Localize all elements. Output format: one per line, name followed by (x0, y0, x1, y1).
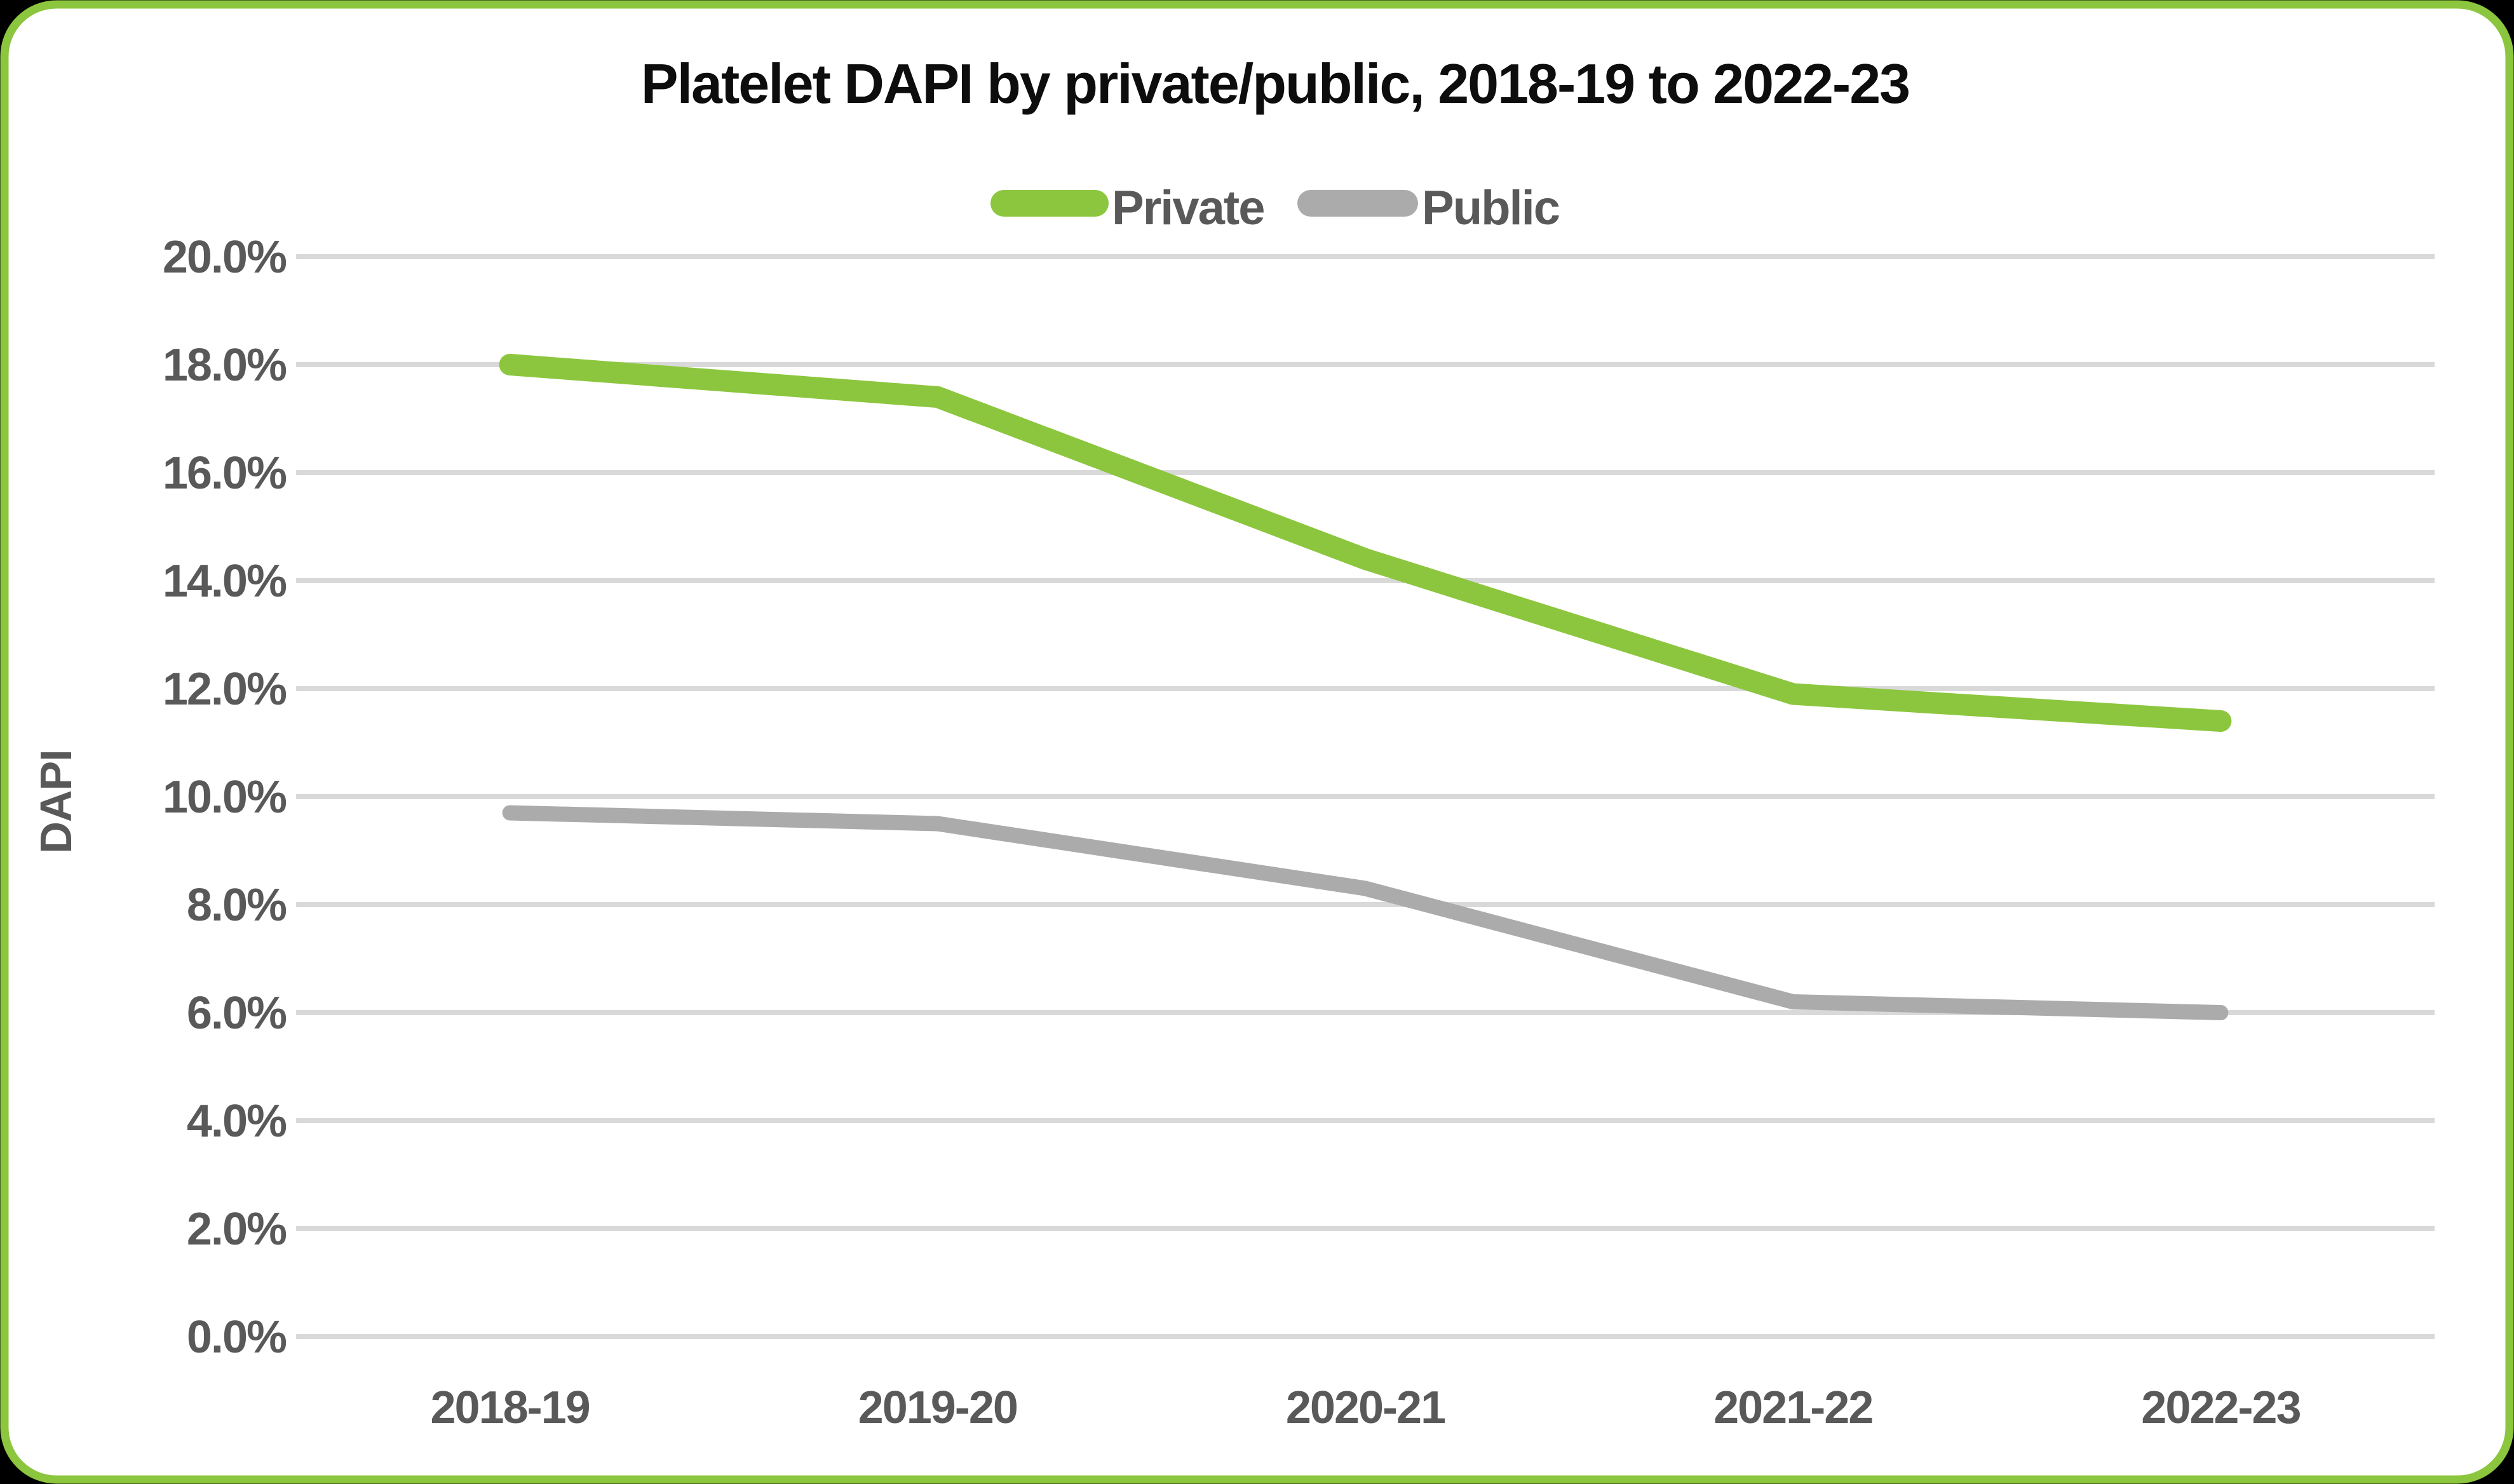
gridlines (296, 254, 2435, 1339)
y-axis-tick-label: 10.0% (163, 772, 287, 823)
legend-label-private: Private (1112, 181, 1264, 235)
x-axis-tick-label: 2020-21 (1286, 1382, 1445, 1433)
legend: Private Public (990, 181, 1561, 235)
x-axis-tick-label: 2019-20 (858, 1382, 1017, 1433)
y-axis-tick-label: 0.0% (187, 1312, 287, 1363)
y-axis-tick-label: 18.0% (163, 340, 287, 391)
y-axis-tick-labels: 20.0% 18.0% 16.0% 14.0% 12.0% 10.0% 8.0% 6.0% 4.… (163, 232, 288, 1363)
legend-label-public: Public (1422, 181, 1560, 235)
series-lines (499, 354, 2232, 1020)
y-axis-tick-label: 6.0% (187, 988, 287, 1039)
y-axis-title: DAPI (31, 750, 81, 853)
y-axis-tick-label: 16.0% (163, 448, 287, 499)
x-axis-tick-label: 2022-23 (2141, 1382, 2300, 1433)
x-axis-tick-label: 2018-19 (430, 1382, 589, 1433)
y-axis-tick-label: 14.0% (163, 556, 287, 607)
chart-title: Platelet DAPI by private/public, 2018-19… (641, 52, 1909, 115)
y-axis-tick-label: 8.0% (187, 880, 287, 931)
y-axis-tick-label: 20.0% (163, 232, 287, 283)
y-axis-tick-label: 2.0% (187, 1204, 287, 1255)
series-line-private (499, 354, 2232, 732)
y-axis-tick-label: 4.0% (187, 1096, 287, 1147)
series-line-public (502, 805, 2229, 1020)
x-axis-tick-label: 2021-22 (1713, 1382, 1872, 1433)
x-axis-tick-labels: 2018-19 2019-20 2020-21 2021-22 2022-23 (430, 1382, 2301, 1433)
y-axis-tick-label: 12.0% (163, 664, 287, 715)
